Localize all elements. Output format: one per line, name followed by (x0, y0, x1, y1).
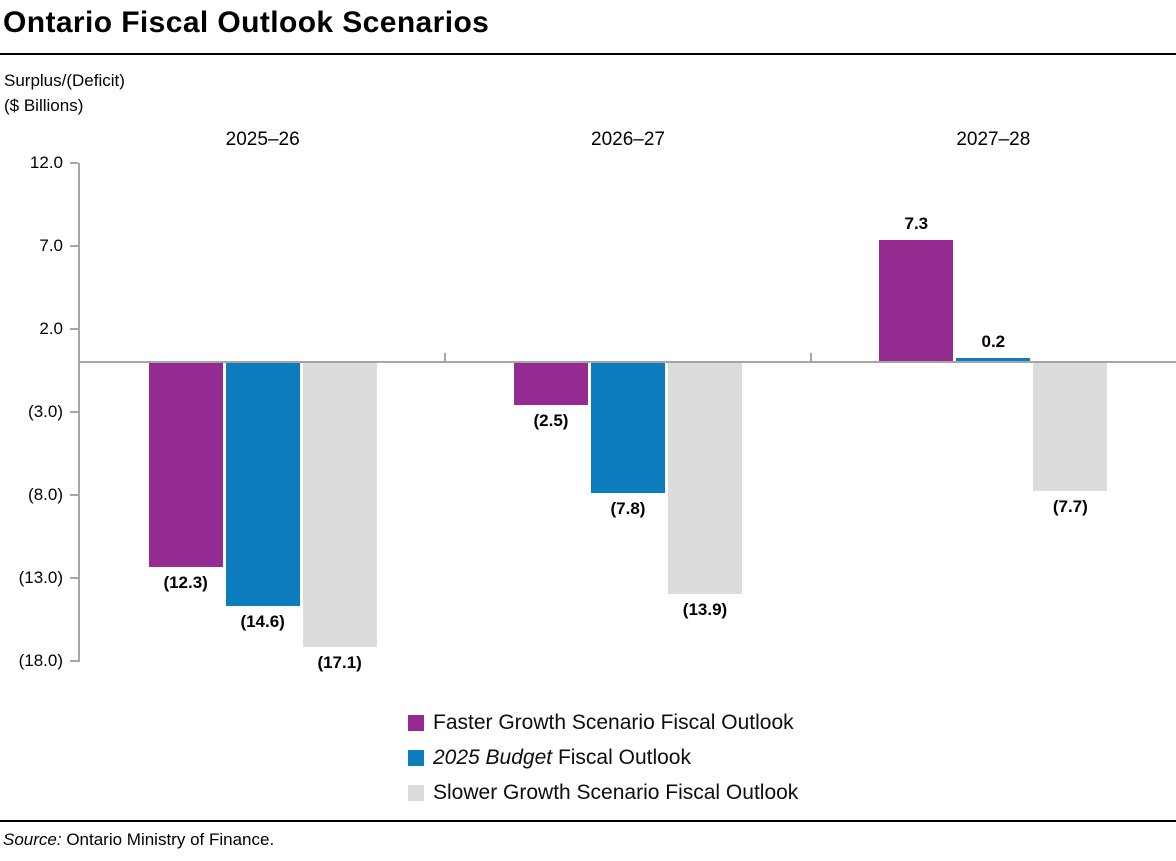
bar-value-label: (13.9) (682, 599, 728, 619)
bar-series3-category3 (1033, 363, 1108, 491)
y-tick-mark (70, 162, 78, 164)
legend-item-2: 2025 Budget Fiscal Outlook (408, 740, 798, 775)
y-tick-mark (70, 494, 78, 496)
source-divider (0, 820, 1176, 822)
bar-series3-category1 (302, 363, 377, 648)
zero-line (80, 361, 1176, 364)
bar-series1-category3 (879, 240, 954, 362)
bar-series2-category2 (591, 363, 665, 493)
y-tick-label: 12.0 (29, 153, 63, 172)
y-tick-label: (13.0) (18, 568, 63, 587)
legend: Faster Growth Scenario Fiscal Outlook 202… (408, 705, 798, 810)
legend-swatch-icon (408, 749, 424, 766)
bar-value-label: (14.6) (240, 611, 285, 631)
y-tick-mark (70, 577, 78, 579)
y-tick-mark (70, 245, 78, 247)
y-tick-mark (70, 328, 78, 330)
category-label: 2027–28 (956, 129, 1031, 150)
bar-series2-category3 (956, 357, 1031, 362)
legend-label: Faster Growth Scenario Fiscal Outlook (433, 710, 794, 734)
bar-series3-category2 (668, 363, 742, 594)
title-divider (0, 53, 1176, 55)
y-tick-mark (70, 411, 78, 413)
legend-swatch-icon (408, 714, 424, 731)
category-label: 2026–27 (591, 129, 665, 150)
category-label: 2025–26 (225, 129, 300, 150)
y-tick-mark (70, 660, 78, 662)
y-axis-line (78, 163, 80, 662)
y-tick-label: (18.0) (18, 651, 63, 670)
y-axis-unit-label-line1: Surplus/(Deficit) (4, 71, 125, 90)
y-axis-unit-label-line2: ($ Billions) (4, 96, 84, 115)
bar-value-label: 0.2 (981, 331, 1006, 351)
legend-swatch-icon (408, 784, 424, 801)
bar-series1-category2 (514, 363, 588, 405)
category-boundary-tick (444, 353, 447, 362)
bar-value-label: (7.7) (1052, 497, 1088, 517)
source-prefix: Source: (3, 830, 62, 849)
legend-item-3: Slower Growth Scenario Fiscal Outlook (408, 775, 798, 810)
bar-value-label: (12.3) (163, 573, 208, 593)
bar-series1-category1 (148, 363, 223, 568)
bar-value-label: (17.1) (317, 653, 362, 673)
category-boundary-tick (809, 353, 812, 362)
y-tick-label: 7.0 (39, 236, 63, 255)
source-text: Ontario Ministry of Finance. (61, 830, 275, 849)
bar-value-label: (7.8) (610, 498, 646, 518)
bar-series2-category1 (225, 363, 300, 606)
bar-value-label: (2.5) (533, 410, 569, 430)
legend-label: 2025 Budget Fiscal Outlook (433, 745, 691, 769)
source-note: Source: Ontario Ministry of Finance. (3, 830, 274, 850)
legend-item-1: Faster Growth Scenario Fiscal Outlook (408, 705, 798, 740)
y-tick-label: (8.0) (28, 485, 63, 504)
y-tick-label: 2.0 (39, 319, 63, 338)
page-title: Ontario Fiscal Outlook Scenarios (3, 6, 490, 39)
legend-label: Slower Growth Scenario Fiscal Outlook (433, 780, 799, 804)
y-tick-label: (3.0) (28, 402, 63, 421)
bar-value-label: 7.3 (904, 214, 929, 234)
